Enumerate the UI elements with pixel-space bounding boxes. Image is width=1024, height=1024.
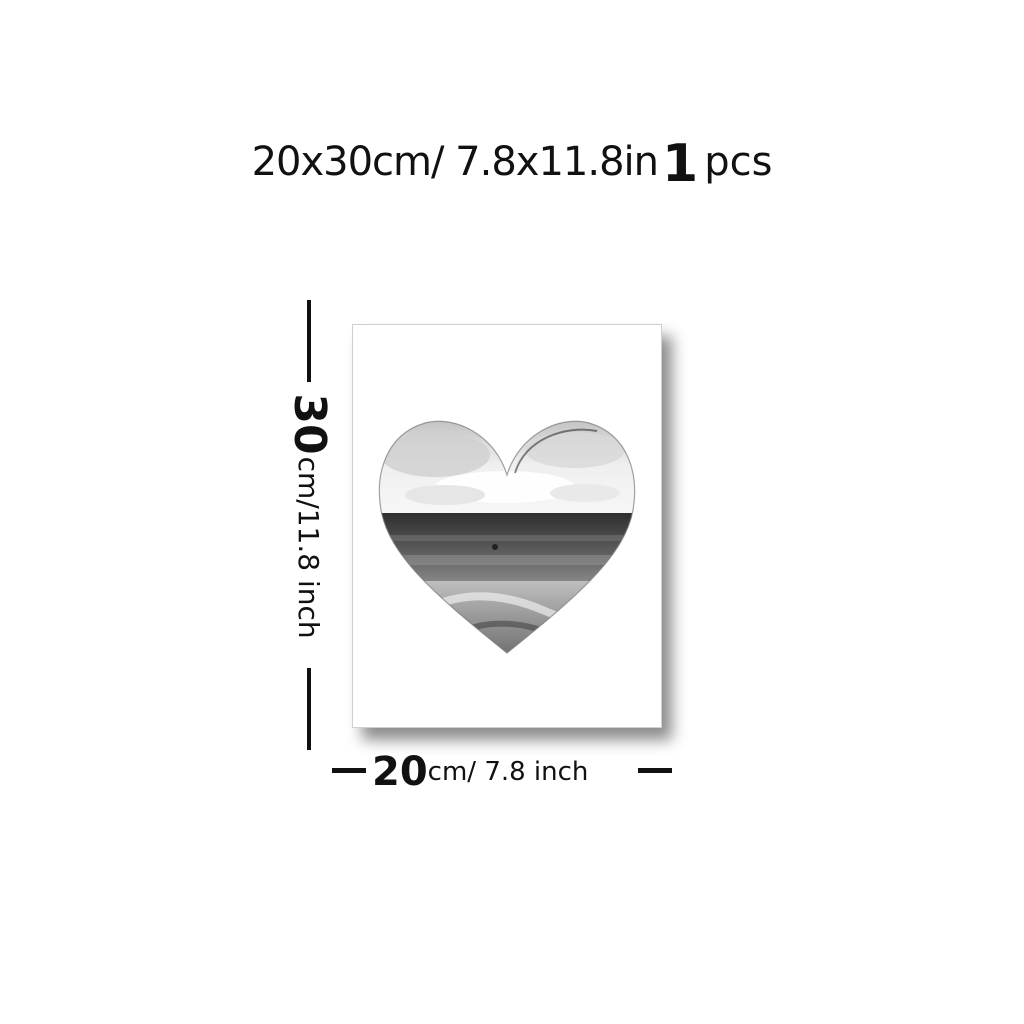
- height-label: 30cm/11.8 inch: [284, 393, 335, 639]
- poster-frame: [352, 324, 662, 728]
- width-line-left: [332, 768, 366, 773]
- quantity-unit: pcs: [704, 139, 773, 185]
- width-label: 20cm/ 7.8 inch: [372, 752, 588, 792]
- height-value: 30: [284, 393, 335, 455]
- width-unit: cm/ 7.8 inch: [427, 757, 589, 787]
- quantity-number: 1: [662, 134, 699, 194]
- size-text: 20x30cm/ 7.8x11.8in: [251, 139, 659, 185]
- height-line-top: [307, 300, 311, 382]
- heart-artwork-image: [378, 420, 636, 654]
- product-size-headline: 20x30cm/ 7.8x11.8in1 pcs: [0, 138, 1024, 190]
- height-line-bottom: [307, 668, 311, 750]
- width-line-right: [638, 768, 672, 773]
- height-unit: cm/11.8 inch: [292, 456, 325, 639]
- width-value: 20: [372, 749, 428, 795]
